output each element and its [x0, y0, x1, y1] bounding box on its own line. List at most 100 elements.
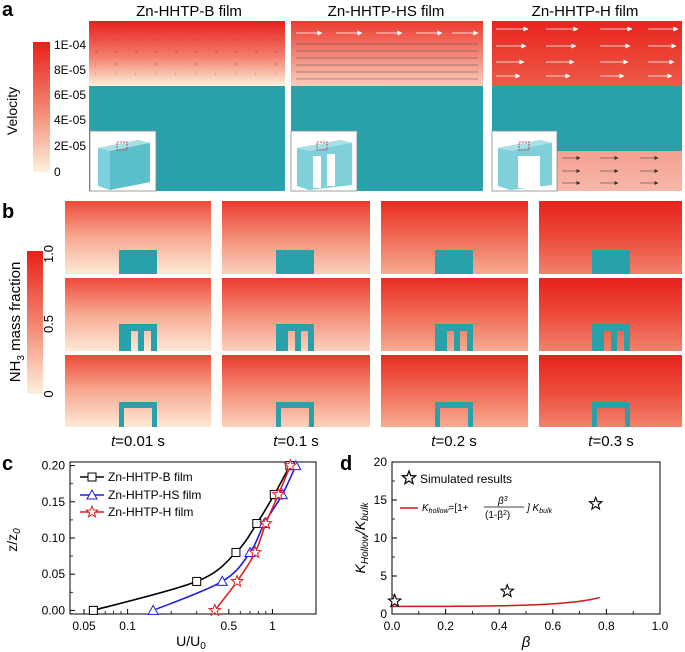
velocity-arrows-b — [95, 39, 279, 75]
panel-b-letter: b — [2, 201, 14, 223]
simulated-point — [499, 583, 515, 598]
data-point — [283, 458, 298, 472]
mass-fraction-tick: 1.0 — [41, 245, 56, 263]
formula: Khollow=[1+ β3 (1-β2) ] Kbulk — [422, 496, 553, 521]
chart-d-legend: Simulated results Khollow=[1+ β3 (1-β2) … — [400, 469, 553, 521]
svg-text:] Kbulk: ] Kbulk — [526, 503, 553, 515]
velocity-sim-h — [491, 21, 682, 192]
data-point — [248, 545, 263, 559]
y-tick-label: 0.20 — [42, 459, 66, 473]
y-tick-label: 0.10 — [42, 531, 66, 545]
velocity-colorbar: Velocity 1E-04 8E-05 6E-05 4E-05 2E-05 0 — [4, 38, 86, 179]
chart-d-xlabel: β — [521, 634, 531, 651]
x-tick-label: 0.5 — [220, 619, 237, 633]
mass-fraction-column-t2 — [381, 201, 528, 427]
x-tick-label: 0.0 — [384, 619, 401, 633]
svg-text:β3: β3 — [497, 496, 508, 507]
time-label-3: t=0.3 s — [588, 433, 633, 450]
chart-c-legend: Zn-HHTP-B film Zn-HHTP-HS film Zn-HHTP-H… — [80, 470, 201, 519]
x-tick-label: 0.05 — [72, 619, 96, 633]
chart-d-series — [387, 495, 604, 608]
velocity-tick: 6E-05 — [54, 88, 86, 102]
y-tick-label: 15 — [374, 493, 388, 507]
data-point — [230, 574, 245, 588]
time-label-2: t=0.2 s — [431, 433, 476, 450]
simulated-point — [387, 593, 403, 608]
y-tick-label: 5 — [380, 569, 387, 583]
data-point — [207, 602, 222, 617]
panel-d-letter: d — [340, 453, 352, 475]
x-tick-label: 1 — [269, 619, 276, 633]
panel-c: c 0.05 0.1 0.5 1 0.00 0.05 0.10 0.15 0.20 z/z0 U… — [2, 453, 317, 652]
data-point — [192, 576, 202, 586]
legend-entry-h: Zn-HHTP-H film — [108, 505, 193, 519]
data-point — [216, 575, 229, 586]
panel-a-letter: a — [2, 0, 14, 21]
mass-fraction-colorbar-label: NH3 mass fraction — [7, 262, 27, 383]
y-tick-label: 20 — [374, 455, 388, 469]
y-tick-label: 0.00 — [42, 603, 66, 617]
x-tick-label: 0.2 — [437, 619, 454, 633]
legend-entry-hs: Zn-HHTP-HS film — [108, 488, 201, 502]
y-tick-label: 10 — [374, 531, 388, 545]
panel-a: a Velocity 1E-04 8E-05 6E-05 4E-05 2E-05… — [2, 0, 682, 192]
chart-c-xlabel: U/U0 — [176, 633, 206, 652]
chart-d-ticks: 0.0 0.2 0.4 0.6 0.8 1.0 0 5 10 15 20 — [374, 455, 669, 633]
velocity-streamlines-hs — [296, 43, 478, 80]
mass-fraction-column-t3 — [539, 201, 682, 427]
data-point — [252, 519, 262, 529]
velocity-tick: 8E-05 — [54, 63, 86, 77]
velocity-colorbar-label: Velocity — [4, 87, 20, 135]
data-point — [88, 605, 98, 615]
legend-entry-simulated: Simulated results — [420, 472, 512, 486]
film-title-b: Zn-HHTP-B film — [136, 3, 242, 20]
y-tick-label: 0.15 — [42, 495, 66, 509]
data-point — [271, 487, 286, 501]
legend-entry-b: Zn-HHTP-B film — [108, 470, 193, 484]
velocity-tick: 2E-05 — [54, 139, 86, 153]
data-point — [258, 516, 273, 530]
svg-text:(1-β2): (1-β2) — [485, 510, 510, 521]
velocity-arrows-h-inner — [562, 156, 659, 185]
x-tick-label: 0.6 — [544, 619, 561, 633]
velocity-tick: 0 — [54, 165, 61, 179]
time-label-0: t=0.01 s — [111, 433, 165, 450]
y-tick-label: 0.05 — [42, 567, 66, 581]
chart-d-ylabel: KHollow/Kbulk — [352, 502, 371, 574]
velocity-sim-b — [89, 21, 285, 192]
x-tick-label: 1.0 — [652, 619, 669, 633]
mass-fraction-column-t0 — [65, 201, 211, 427]
chart-c-ylabel: z/z0 — [4, 528, 23, 552]
hollow-strip-film-schematic — [290, 130, 358, 192]
mass-fraction-colorbar-gradient — [27, 251, 43, 394]
velocity-sim-hs — [290, 21, 483, 192]
film-title-hs: Zn-HHTP-HS film — [328, 3, 445, 20]
mass-fraction-column-t1 — [222, 201, 370, 427]
velocity-tick: 1E-04 — [54, 38, 86, 52]
chart-c-ticks: 0.05 0.1 0.5 1 0.00 0.05 0.10 0.15 0.20 — [42, 459, 317, 633]
bulk-film-schematic — [89, 130, 157, 192]
time-label-1: t=0.1 s — [273, 433, 318, 450]
mass-fraction-tick: 0 — [41, 390, 56, 397]
panel-b: b NH3 mass fraction 1.0 0.5 0 — [2, 201, 682, 450]
svg-text:Khollow=[1+: Khollow=[1+ — [422, 503, 469, 515]
velocity-tick: 4E-05 — [54, 113, 86, 127]
mass-fraction-tick: 0.5 — [41, 315, 56, 333]
velocity-colorbar-gradient — [33, 42, 50, 172]
mass-fraction-colorbar: NH3 mass fraction 1.0 0.5 0 — [7, 245, 56, 398]
hollow-film-schematic — [491, 130, 558, 192]
x-tick-label: 0.4 — [491, 619, 508, 633]
velocity-arrows-h — [496, 26, 679, 79]
data-point — [231, 547, 241, 557]
model-curve — [392, 596, 600, 608]
panel-d: d 0.0 0.2 0.4 0.6 0.8 1.0 0 5 10 15 20 KHollow/Kbu… — [340, 453, 669, 651]
data-point — [147, 604, 159, 615]
simulated-point — [588, 495, 604, 511]
x-tick-label: 0.8 — [598, 619, 615, 633]
x-tick-label: 0.1 — [119, 619, 136, 633]
y-tick-label: 0 — [380, 607, 387, 621]
chart-c-series — [88, 458, 302, 617]
panel-c-letter: c — [2, 453, 13, 475]
film-title-h: Zn-HHTP-H film — [532, 3, 639, 20]
